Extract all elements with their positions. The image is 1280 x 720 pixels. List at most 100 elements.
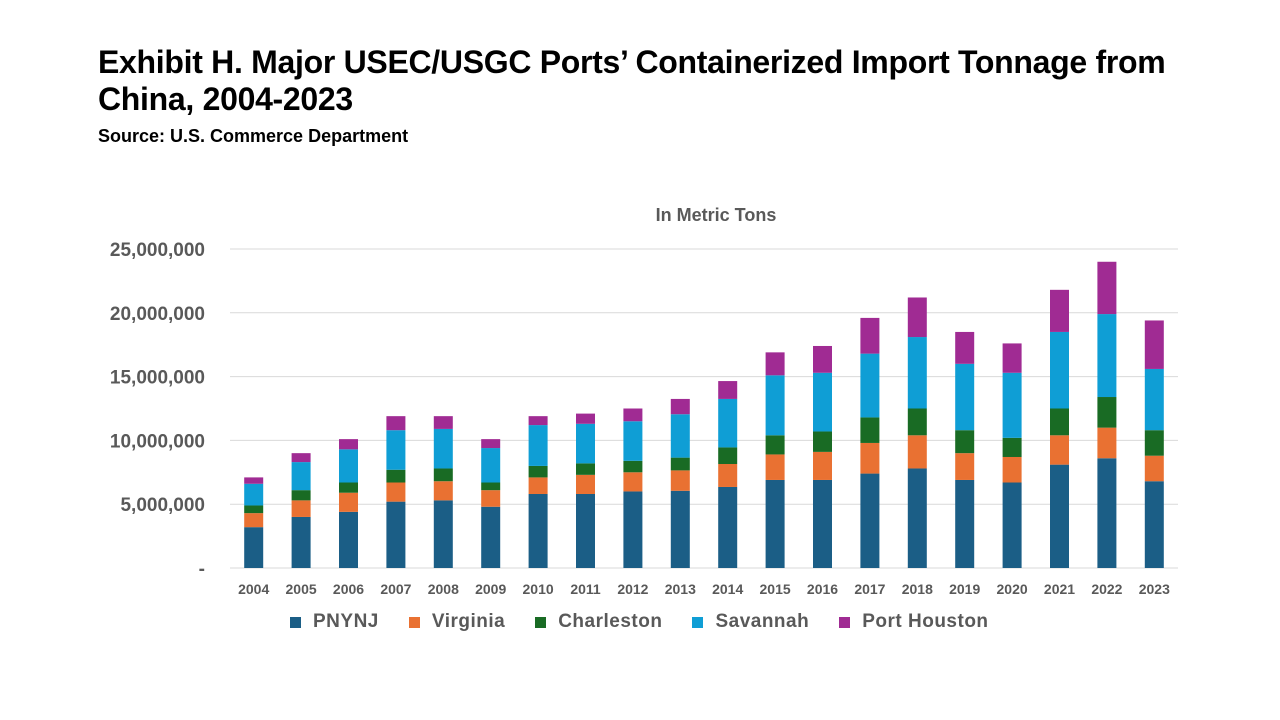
chart-legend: PNYNJ Virginia Charleston Savannah Port Hous…: [290, 611, 1019, 633]
bar-charleston: [244, 505, 264, 514]
bar-savannah: [576, 423, 595, 464]
bar-pnynj: [291, 516, 311, 568]
bar-savannah: [291, 462, 311, 491]
bar-savannah: [244, 483, 264, 506]
bar-virginia: [813, 451, 832, 480]
bar-virginia: [718, 464, 738, 487]
y-tick-label: 20,000,000: [110, 304, 205, 325]
bar-pnynj: [1002, 482, 1022, 568]
bar-pnynj: [1097, 458, 1117, 568]
bar-charleston: [433, 468, 453, 482]
chart-subtitle: In Metric Tons: [656, 205, 777, 225]
bar-port-houston: [1097, 261, 1117, 315]
bar-savannah: [528, 425, 548, 466]
x-tick-label: 2013: [665, 581, 696, 597]
bar-pnynj: [481, 506, 501, 568]
legend-swatch: [839, 616, 851, 628]
bar-savannah: [907, 337, 927, 409]
bar-charleston: [291, 490, 311, 501]
source-note: Source: U.S. Commerce Department: [98, 126, 409, 146]
bar-virginia: [1097, 427, 1117, 459]
x-tick-label: 2016: [807, 581, 838, 597]
bar-virginia: [386, 482, 406, 502]
bar-charleston: [576, 463, 595, 475]
bar-savannah: [1050, 331, 1069, 409]
bar-virginia: [481, 490, 501, 507]
legend-item: PNYNJ: [290, 611, 379, 633]
bar-port-houston: [955, 331, 975, 364]
bar-pnynj: [670, 490, 690, 568]
x-tick-label: 2008: [428, 581, 459, 597]
x-tick-label: 2022: [1091, 581, 1122, 597]
legend-swatch: [692, 616, 704, 628]
x-tick-label: 2009: [475, 581, 506, 597]
bar-charleston: [386, 469, 406, 483]
x-tick-label: 2006: [333, 581, 364, 597]
bar-virginia: [1144, 455, 1164, 482]
legend-label: Port Houston: [862, 611, 989, 632]
bar-pnynj: [244, 527, 264, 568]
chart-title: Exhibit H. Major USEC/USGC Ports’ Contai…: [98, 44, 1166, 117]
bar-savannah: [1144, 368, 1164, 431]
x-tick-label: 2014: [712, 581, 743, 597]
bar-virginia: [860, 442, 880, 474]
bar-pnynj: [907, 468, 927, 568]
bar-pnynj: [718, 486, 738, 568]
bar-virginia: [955, 453, 975, 480]
bar-port-houston: [291, 453, 311, 463]
bar-charleston: [670, 457, 690, 471]
legend-item: Virginia: [408, 611, 506, 633]
legend-label: Virginia: [431, 611, 506, 632]
bar-port-houston: [765, 352, 785, 376]
legend-label: Savannah: [715, 611, 810, 632]
x-tick-label: 2019: [949, 581, 980, 597]
legend-item: Port Houston: [839, 611, 988, 633]
bar-pnynj: [528, 493, 548, 568]
bar-savannah: [718, 398, 738, 448]
bar-savannah: [860, 353, 880, 418]
bar-virginia: [765, 454, 785, 480]
bar-virginia: [1002, 456, 1022, 483]
bar-virginia: [576, 474, 595, 494]
bar-port-houston: [1050, 289, 1069, 332]
x-tick-label: 2010: [523, 581, 554, 597]
bar-charleston: [813, 431, 832, 452]
y-tick-label: 25,000,000: [110, 240, 205, 261]
x-tick-label: 2018: [902, 581, 933, 597]
x-tick-label: 2020: [997, 581, 1028, 597]
bar-charleston: [1050, 408, 1069, 436]
bar-savannah: [765, 375, 785, 436]
x-tick-label: 2012: [617, 581, 648, 597]
bar-charleston: [860, 417, 880, 443]
bar-port-houston: [433, 416, 453, 429]
bar-charleston: [1002, 437, 1022, 457]
legend-label: PNYNJ: [313, 611, 379, 632]
bar-charleston: [528, 465, 548, 478]
bar-charleston: [623, 460, 643, 473]
bar-charleston: [1144, 430, 1164, 456]
bar-pnynj: [576, 493, 595, 568]
bar-charleston: [1097, 397, 1117, 428]
bar-pnynj: [1144, 481, 1164, 568]
bar-pnynj: [623, 491, 643, 568]
x-tick-label: 2005: [286, 581, 317, 597]
bar-port-houston: [1002, 343, 1022, 373]
bar-savannah: [1097, 314, 1117, 398]
y-tick-label: -: [199, 559, 205, 580]
bar-savannah: [433, 428, 453, 469]
x-tick-label: 2021: [1044, 581, 1075, 597]
x-tick-label: 2017: [854, 581, 885, 597]
bar-charleston: [955, 430, 975, 454]
bar-port-houston: [244, 477, 264, 484]
bar-virginia: [670, 470, 690, 491]
y-tick-label: 5,000,000: [120, 495, 205, 516]
bar-virginia: [623, 472, 643, 492]
bar-virginia: [1050, 435, 1069, 465]
bar-port-houston: [670, 398, 690, 415]
bar-pnynj: [1050, 464, 1069, 568]
legend-item: Charleston: [535, 611, 662, 633]
bar-port-houston: [718, 381, 738, 399]
bar-port-houston: [623, 408, 643, 422]
bar-pnynj: [955, 479, 975, 568]
